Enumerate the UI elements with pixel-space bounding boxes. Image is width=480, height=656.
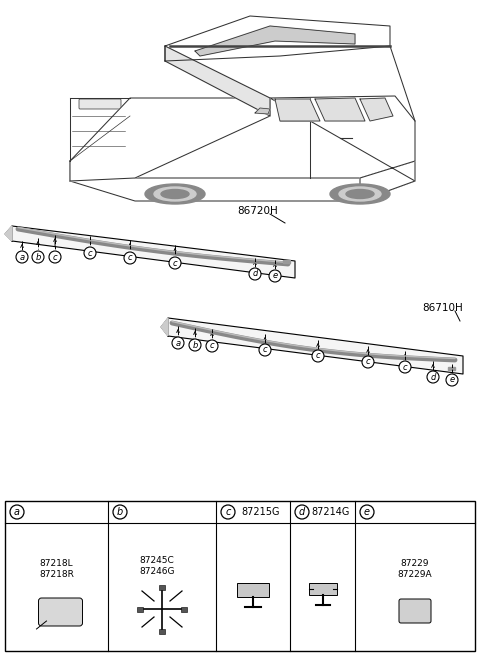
Circle shape [249,268,261,280]
Polygon shape [270,96,415,201]
Text: c: c [88,249,92,258]
Circle shape [446,374,458,386]
Polygon shape [283,260,290,263]
Text: e: e [364,507,370,517]
Text: b: b [192,340,198,350]
Text: c: c [366,358,370,367]
Circle shape [32,251,44,263]
Circle shape [295,505,309,519]
Polygon shape [165,46,270,116]
Circle shape [427,371,439,383]
Bar [5,501,475,651]
Polygon shape [275,99,320,121]
Polygon shape [70,98,270,181]
Circle shape [113,505,127,519]
Text: c: c [403,363,408,371]
FancyBboxPatch shape [38,598,83,626]
Circle shape [221,505,235,519]
Circle shape [124,252,136,264]
Text: 87229
87229A: 87229 87229A [398,559,432,579]
FancyBboxPatch shape [79,99,121,109]
Text: c: c [316,352,320,361]
Text: 87215G: 87215G [242,507,280,517]
Circle shape [169,257,181,269]
Circle shape [269,270,281,282]
Text: a: a [14,507,20,517]
Polygon shape [448,367,455,370]
Ellipse shape [145,184,205,204]
Polygon shape [255,108,270,114]
Text: b: b [36,253,41,262]
Polygon shape [360,98,393,121]
Text: 86720H: 86720H [238,206,278,216]
Text: b: b [117,507,123,517]
Circle shape [172,337,184,349]
FancyBboxPatch shape [237,583,269,597]
Polygon shape [12,226,295,278]
Text: c: c [128,253,132,262]
Ellipse shape [346,190,374,199]
Polygon shape [165,16,390,61]
Ellipse shape [161,190,189,199]
Circle shape [84,247,96,259]
Ellipse shape [330,184,390,204]
Text: a: a [19,253,24,262]
Polygon shape [70,161,415,201]
Text: c: c [173,258,177,268]
Text: d: d [430,373,436,382]
Circle shape [49,251,61,263]
Ellipse shape [154,187,196,201]
Circle shape [362,356,374,368]
Text: d: d [252,270,258,279]
Text: e: e [273,272,277,281]
Circle shape [189,339,201,351]
Circle shape [312,350,324,362]
Text: 87218L
87218R: 87218L 87218R [39,559,74,579]
Polygon shape [161,318,168,336]
Text: c: c [53,253,57,262]
Text: e: e [449,375,455,384]
Text: c: c [263,346,267,354]
Ellipse shape [339,187,381,201]
Bar [137,607,143,612]
Bar [159,585,165,590]
Bar [181,607,187,612]
Polygon shape [195,26,355,56]
Circle shape [399,361,411,373]
Circle shape [360,505,374,519]
Circle shape [16,251,28,263]
Circle shape [10,505,24,519]
Circle shape [206,340,218,352]
FancyBboxPatch shape [399,599,431,623]
Text: d: d [299,507,305,517]
Bar [159,629,165,634]
Text: a: a [175,338,180,348]
Polygon shape [168,318,463,374]
Text: 87245C
87246G: 87245C 87246G [139,556,175,577]
FancyBboxPatch shape [309,583,336,595]
Polygon shape [315,98,365,121]
Text: c: c [210,342,214,350]
Text: 87214G: 87214G [312,507,350,517]
Polygon shape [5,226,12,241]
Text: 86710H: 86710H [422,303,463,313]
Circle shape [259,344,271,356]
Text: c: c [225,507,231,517]
